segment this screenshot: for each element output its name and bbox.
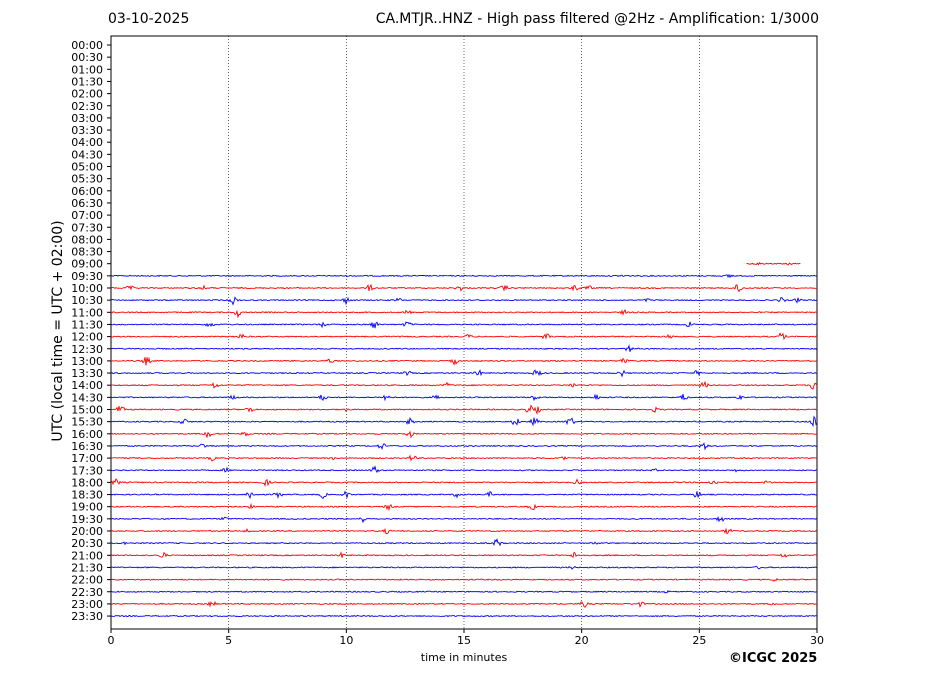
chart-title: CA.MTJR..HNZ - High pass filtered @2Hz -… (375, 11, 819, 27)
x-axis-label: time in minutes (420, 651, 508, 664)
trace-group (110, 261, 818, 618)
date-label: 03-10-2025 (108, 11, 190, 27)
trace-1930 (110, 515, 818, 524)
y-tick-label: 13:00 (71, 355, 103, 368)
y-tick-label: 12:30 (71, 343, 103, 356)
y-tick-label: 21:00 (71, 549, 103, 562)
trace-2230 (110, 589, 818, 594)
x-axis: 0 5 10 15 20 25 30 (108, 629, 824, 647)
y-tick-label: 08:00 (71, 233, 103, 246)
x-tick-label: 0 (108, 634, 115, 647)
y-tick-label: 15:30 (71, 416, 103, 429)
y-tick-label: 18:00 (71, 476, 103, 489)
y-tick-label: 02:30 (71, 100, 103, 113)
y-tick-label: 04:00 (71, 136, 103, 149)
copyright-label: ©ICGC 2025 (729, 651, 818, 666)
y-tick-label: 16:00 (71, 428, 103, 441)
y-tick-label: 19:00 (71, 501, 103, 514)
y-tick-label: 06:30 (71, 197, 103, 210)
y-tick-label: 05:00 (71, 161, 103, 174)
y-tick-label: 15:00 (71, 404, 103, 417)
y-tick-label: 03:30 (71, 124, 103, 137)
x-tick-label: 20 (575, 634, 589, 647)
y-tick-label: 20:00 (71, 525, 103, 538)
y-tick-label: 02:00 (71, 88, 103, 101)
trace-1300 (110, 356, 818, 366)
y-tick-label: 16:30 (71, 440, 103, 453)
y-tick-label: 01:30 (71, 75, 103, 88)
trace-2030 (110, 538, 818, 547)
trace-1100 (110, 308, 818, 319)
trace-0900 (746, 261, 801, 266)
y-tick-label: 23:30 (71, 610, 103, 623)
y-tick-label: 11:00 (71, 306, 103, 319)
x-tick-label: 15 (457, 634, 471, 647)
trace-1630 (110, 442, 818, 451)
trace-2100 (110, 551, 818, 558)
y-tick-label: 07:00 (71, 209, 103, 222)
trace-2130 (110, 565, 818, 570)
y-axis: 00:0000:3001:0001:3002:0002:3003:0003:30… (71, 39, 111, 623)
y-tick-label: 14:00 (71, 379, 103, 392)
y-tick-label: 07:30 (71, 221, 103, 234)
y-tick-label: 11:30 (71, 318, 103, 331)
y-tick-label: 18:30 (71, 489, 103, 502)
y-tick-label: 05:30 (71, 173, 103, 186)
trace-1530 (110, 415, 818, 428)
y-tick-label: 13:30 (71, 367, 103, 380)
y-tick-label: 03:00 (71, 112, 103, 125)
y-tick-label: 21:30 (71, 561, 103, 574)
y-tick-label: 01:00 (71, 63, 103, 76)
y-tick-label: 10:00 (71, 282, 103, 295)
trace-2300 (110, 600, 818, 608)
trace-1430 (110, 393, 818, 402)
y-tick-label: 14:30 (71, 391, 103, 404)
y-tick-label: 22:00 (71, 574, 103, 587)
y-tick-label: 06:00 (71, 185, 103, 198)
trace-1900 (110, 502, 818, 512)
y-tick-label: 09:00 (71, 258, 103, 271)
x-tick-label: 30 (810, 634, 824, 647)
y-tick-label: 19:30 (71, 513, 103, 526)
y-tick-label: 10:30 (71, 294, 103, 307)
trace-1500 (110, 404, 818, 416)
trace-1330 (110, 369, 818, 378)
y-tick-label: 00:30 (71, 51, 103, 64)
y-tick-label: 04:30 (71, 148, 103, 161)
y-tick-label: 17:30 (71, 464, 103, 477)
y-tick-label: 20:30 (71, 537, 103, 550)
trace-1730 (110, 465, 818, 474)
y-tick-label: 22:30 (71, 586, 103, 599)
x-tick-label: 25 (692, 634, 706, 647)
trace-1000 (110, 283, 818, 293)
trace-0930 (110, 273, 818, 279)
trace-1030 (110, 296, 818, 306)
y-tick-label: 23:00 (71, 598, 103, 611)
trace-1230 (110, 344, 818, 352)
trace-1800 (110, 478, 818, 487)
y-axis-label: UTC (local time = UTC + 02:00) (50, 220, 66, 442)
trace-2330 (110, 614, 818, 618)
trace-1400 (110, 380, 818, 390)
y-tick-label: 08:30 (71, 246, 103, 259)
x-tick-label: 10 (339, 634, 353, 647)
y-tick-label: 00:00 (71, 39, 103, 52)
trace-1830 (110, 490, 818, 500)
y-tick-label: 12:00 (71, 331, 103, 344)
y-tick-label: 17:00 (71, 452, 103, 465)
trace-1200 (110, 332, 818, 341)
y-tick-label: 09:30 (71, 270, 103, 283)
trace-2200 (110, 577, 818, 582)
trace-2000 (110, 527, 818, 535)
trace-1700 (110, 454, 818, 462)
trace-1600 (110, 430, 818, 439)
x-tick-label: 5 (225, 634, 232, 647)
trace-1130 (110, 321, 818, 329)
